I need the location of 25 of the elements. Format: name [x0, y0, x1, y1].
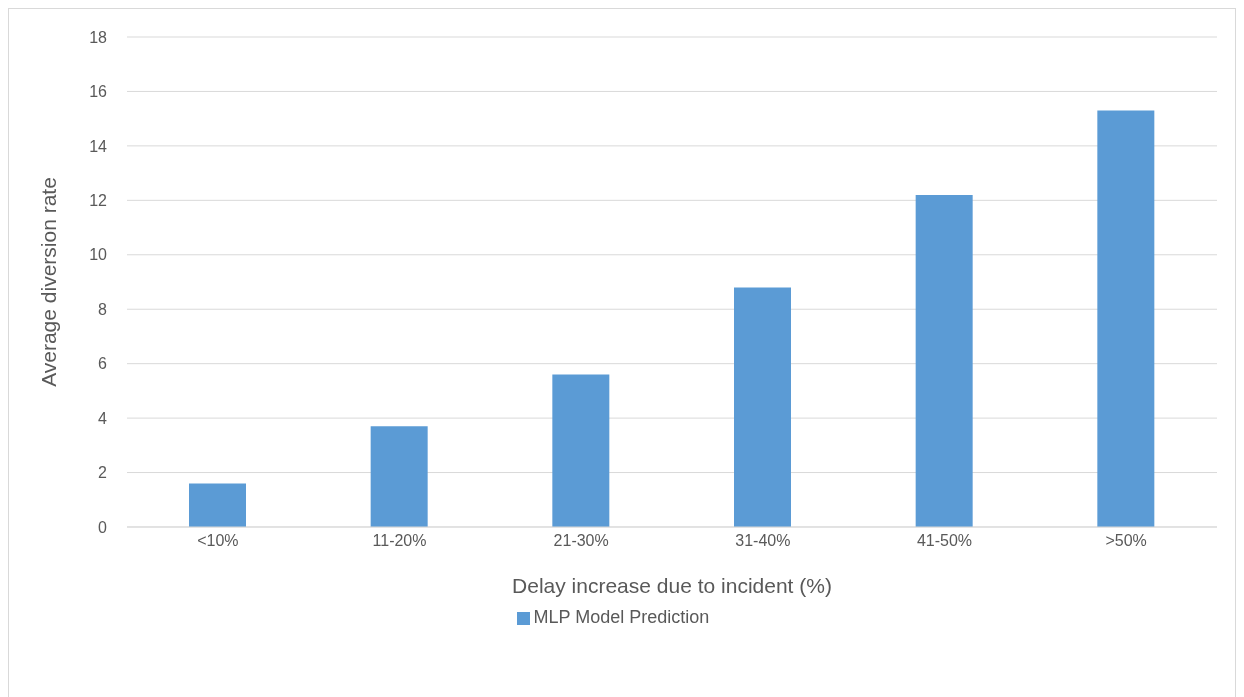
y-tick-label: 6 [98, 355, 108, 373]
y-tick-label: 4 [98, 409, 108, 427]
x-tick-label: 21-30% [553, 532, 609, 550]
y-tick-label: 0 [98, 518, 108, 536]
x-tick-label: >50% [1105, 532, 1147, 550]
bar [1097, 110, 1155, 527]
y-tick-label: 2 [98, 464, 108, 482]
bar [734, 287, 791, 527]
y-tick-label: 16 [89, 83, 108, 101]
bar [915, 194, 973, 527]
x-tick-label: <10% [197, 532, 239, 550]
x-tick-label: 41-50% [916, 532, 973, 550]
x-axis-title: Delay increase due to incident (%) [512, 574, 832, 597]
y-tick-label: 14 [89, 137, 108, 155]
y-axis-title: Average diversion rate [37, 177, 61, 387]
bar [552, 374, 610, 527]
bar [189, 483, 246, 527]
x-tick-label: 11-20% [372, 532, 427, 550]
y-tick-label: 10 [89, 246, 108, 264]
x-tick-label: 31-40% [735, 532, 791, 550]
legend-label: MLP Model Prediction [533, 607, 710, 627]
y-tick-label: 8 [98, 300, 108, 318]
bar [370, 426, 428, 527]
y-tick-label: 12 [89, 192, 108, 210]
y-tick-label: 18 [89, 28, 108, 46]
